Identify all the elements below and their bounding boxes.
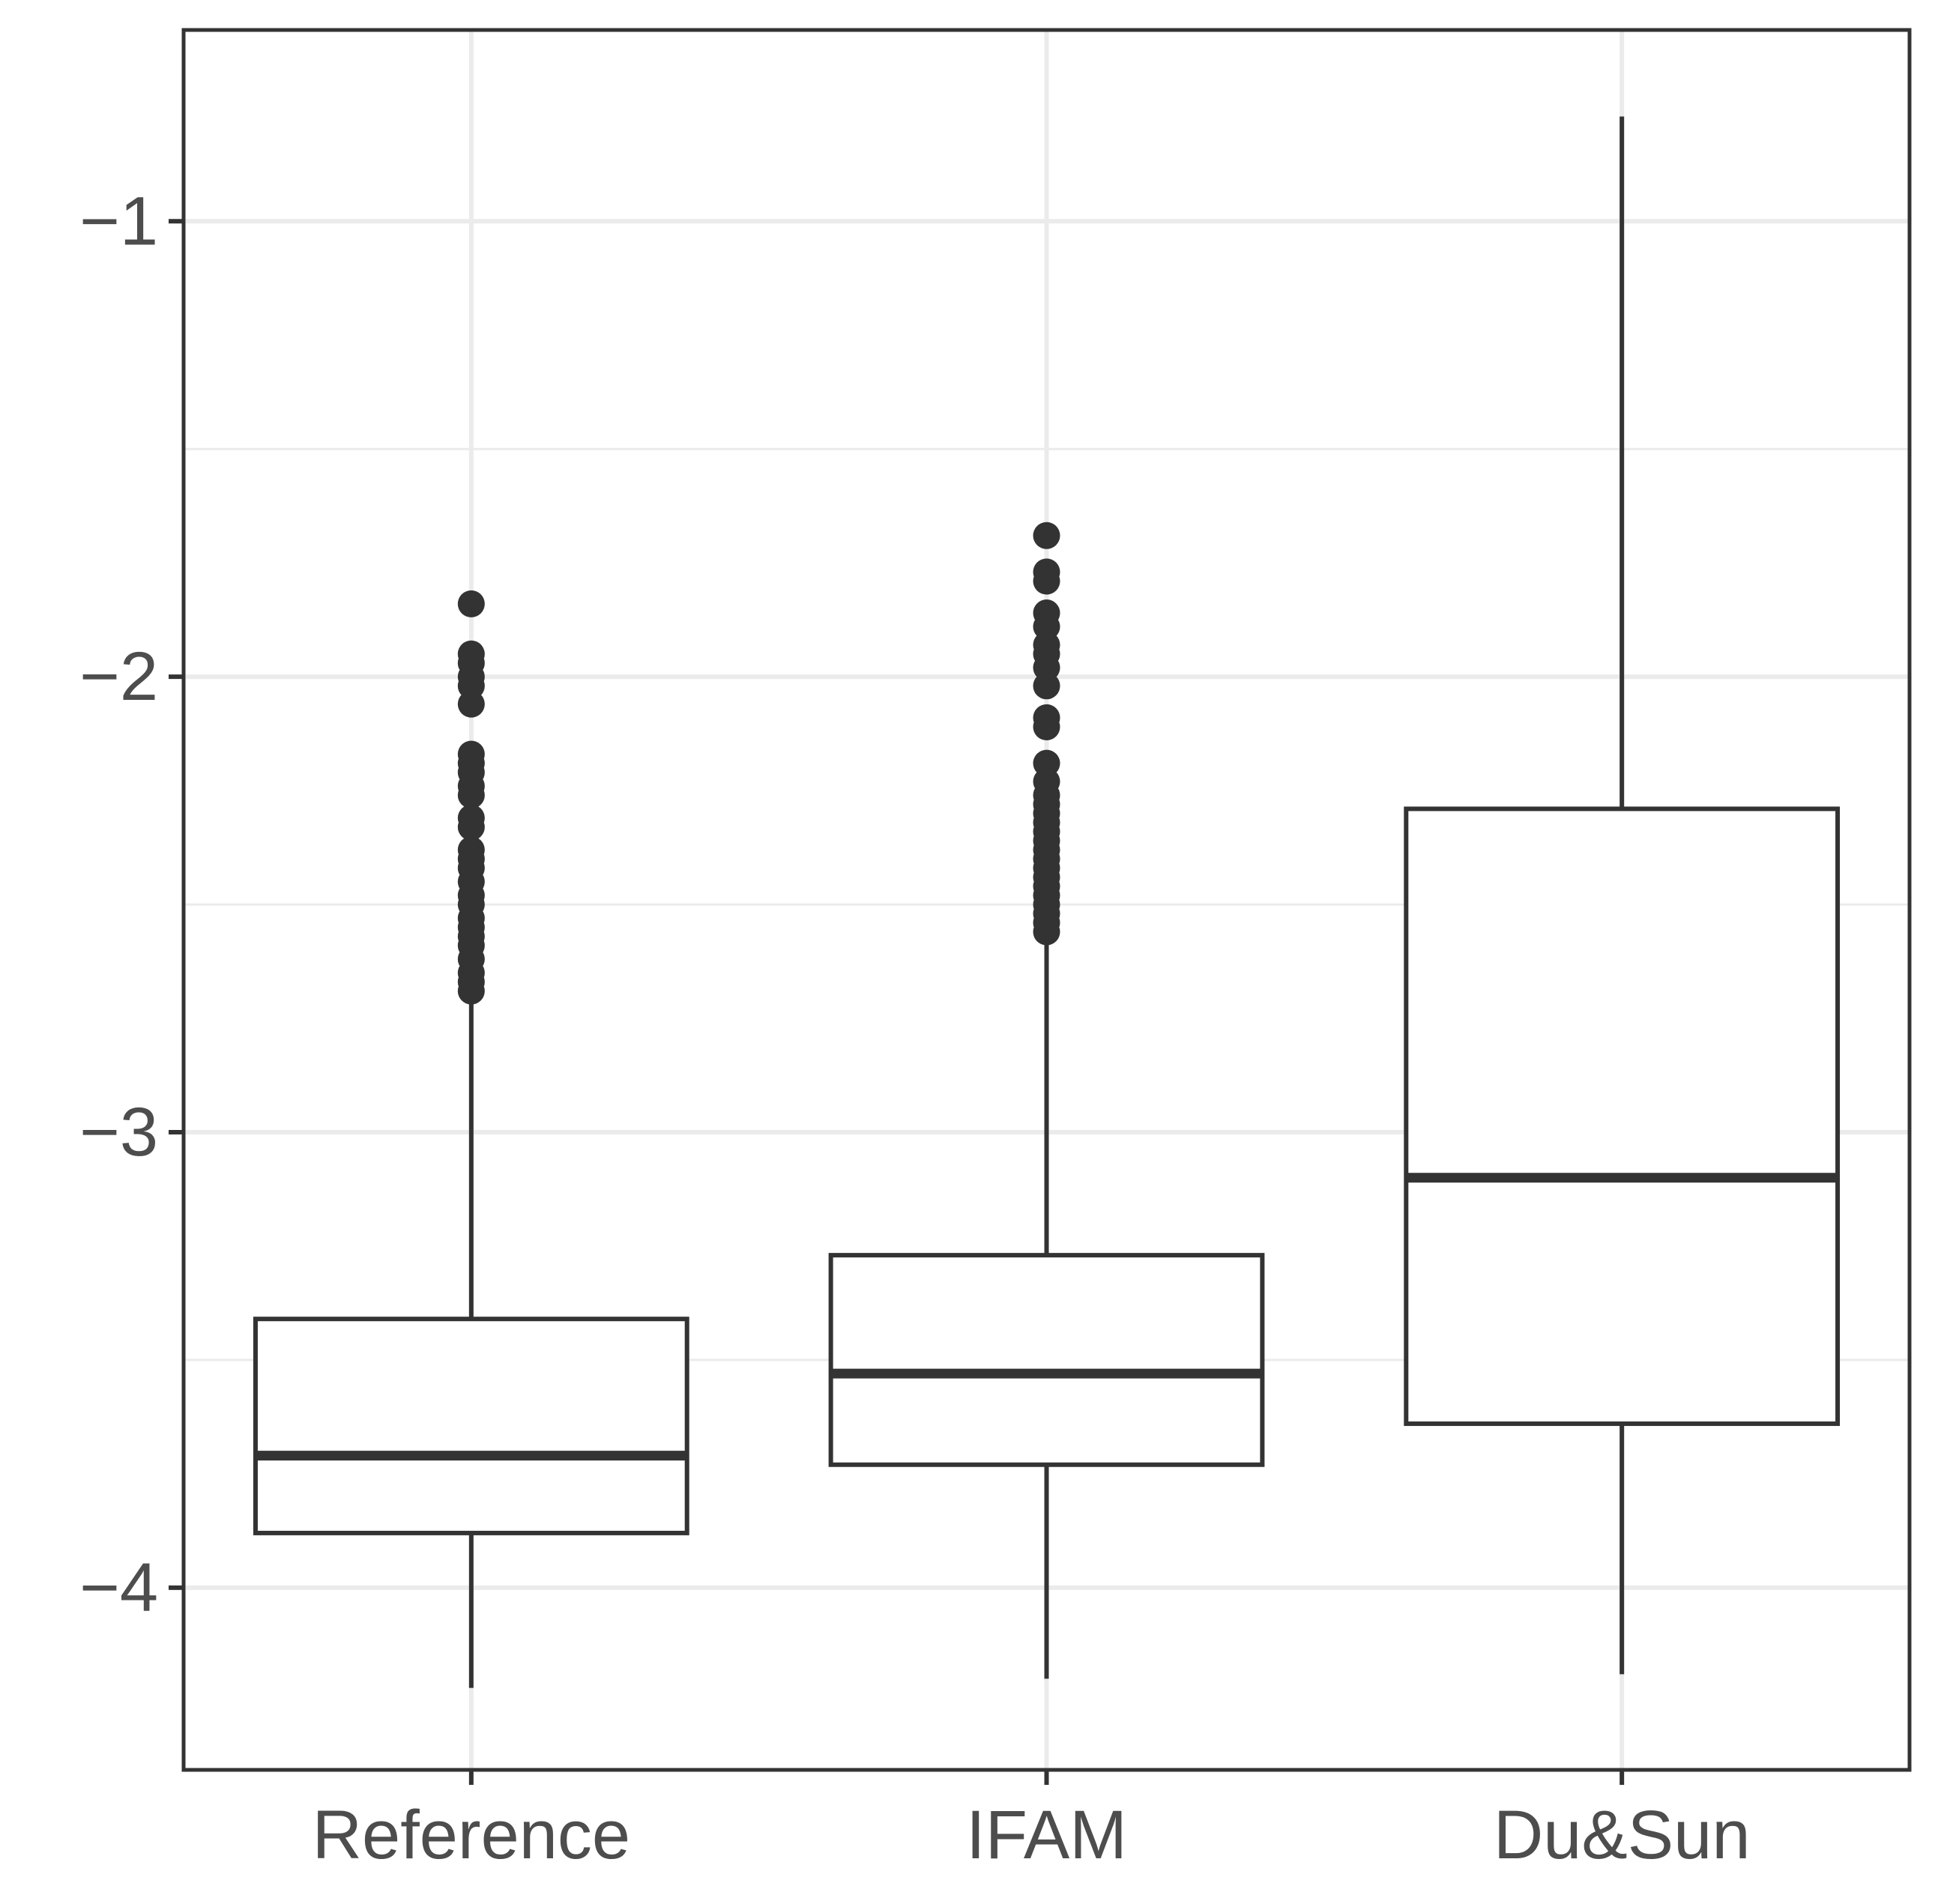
box-iqr xyxy=(828,1253,1265,1467)
axes: −1 −2 −3 −4 Reference IFAM Du&Sun xyxy=(79,183,1750,1873)
x-tick-label: IFAM xyxy=(966,1797,1127,1873)
outlier-point xyxy=(1033,672,1060,700)
box-reference xyxy=(253,590,689,1688)
box-iqr xyxy=(1404,806,1841,1427)
outlier-point xyxy=(1033,713,1060,741)
outlier-point xyxy=(457,782,485,809)
outlier-point xyxy=(457,813,485,841)
outlier-point xyxy=(1033,567,1060,595)
y-tick-label: −3 xyxy=(79,1094,158,1170)
outlier-point xyxy=(457,690,485,718)
box-du-sun xyxy=(1404,116,1841,1675)
outlier-point xyxy=(457,590,485,617)
outlier-point xyxy=(457,977,485,1005)
boxes xyxy=(253,116,1841,1688)
x-tick-label: Du&Sun xyxy=(1494,1797,1751,1873)
y-tick-label: −1 xyxy=(79,183,158,259)
outlier-point xyxy=(1033,918,1060,946)
x-tick-label: Reference xyxy=(313,1797,630,1873)
y-tick-label: −4 xyxy=(79,1550,158,1626)
outlier-point xyxy=(1033,522,1060,549)
box-iqr xyxy=(253,1317,689,1535)
y-tick-label: −2 xyxy=(79,638,158,715)
box-ifam xyxy=(828,522,1265,1679)
